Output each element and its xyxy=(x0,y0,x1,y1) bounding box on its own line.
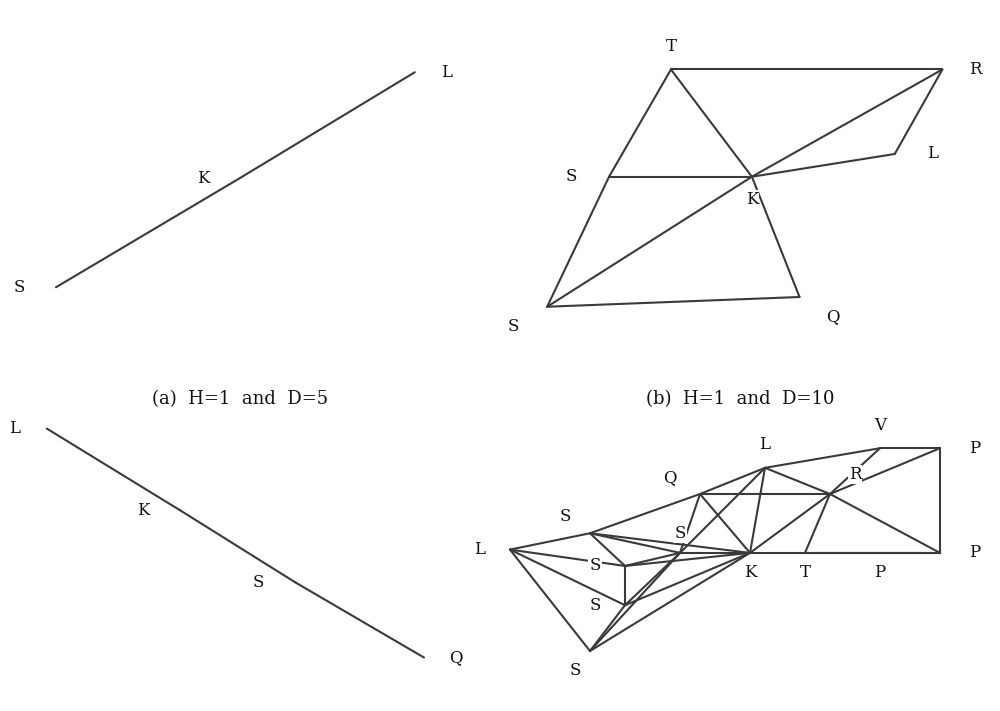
Text: S: S xyxy=(14,279,25,296)
Text: S: S xyxy=(569,662,581,679)
Text: Q: Q xyxy=(449,649,463,666)
Text: S: S xyxy=(674,525,686,542)
Text: P: P xyxy=(969,439,981,456)
Text: (a)  H=1  and  D=5: (a) H=1 and D=5 xyxy=(152,390,328,407)
Text: K: K xyxy=(744,564,756,581)
Text: L: L xyxy=(442,64,453,81)
Text: R: R xyxy=(849,466,861,483)
Text: L: L xyxy=(927,146,938,163)
Text: L: L xyxy=(9,420,20,437)
Text: K: K xyxy=(197,169,209,186)
Text: K: K xyxy=(137,502,150,519)
Text: K: K xyxy=(746,191,758,208)
Text: S: S xyxy=(589,557,601,574)
Text: T: T xyxy=(800,564,810,581)
Text: Q: Q xyxy=(826,308,840,325)
Text: (b)  H=1  and  D=10: (b) H=1 and D=10 xyxy=(646,390,834,407)
Text: S: S xyxy=(253,574,264,591)
Text: Q: Q xyxy=(663,469,677,486)
Text: S: S xyxy=(589,597,601,614)
Text: P: P xyxy=(874,564,886,581)
Text: R: R xyxy=(969,61,982,78)
Text: V: V xyxy=(874,417,886,434)
Text: P: P xyxy=(969,545,981,562)
Text: T: T xyxy=(665,38,676,55)
Text: S: S xyxy=(559,508,571,525)
Text: S: S xyxy=(565,169,577,186)
Text: L: L xyxy=(475,541,486,558)
Text: S: S xyxy=(508,318,519,335)
Text: L: L xyxy=(760,437,770,454)
